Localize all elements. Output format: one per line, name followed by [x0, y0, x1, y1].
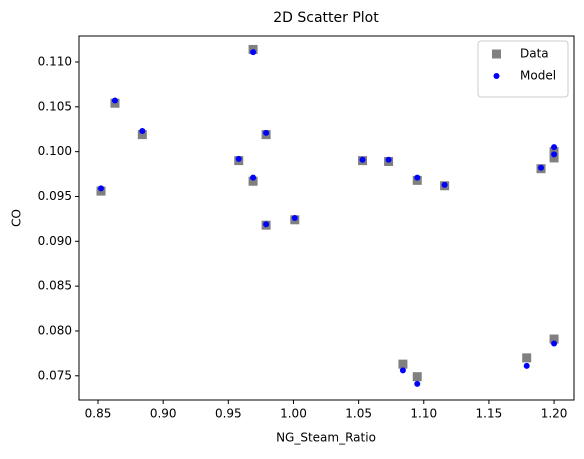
model-point — [235, 155, 242, 162]
model-point — [523, 362, 530, 369]
y-tick-label: 0.110 — [38, 55, 72, 69]
model-point — [551, 340, 558, 347]
x-tick-label: 1.05 — [345, 407, 372, 421]
model-point — [263, 129, 270, 136]
legend-marker — [493, 73, 500, 79]
model-point — [291, 215, 298, 221]
model-point — [263, 221, 270, 228]
data-point — [412, 372, 422, 382]
x-tick-label: 1.10 — [410, 407, 437, 421]
y-tick-label: 0.085 — [38, 279, 72, 293]
model-point — [250, 49, 257, 56]
model-point — [414, 380, 421, 387]
plot-frame — [78, 35, 575, 401]
model-point — [385, 156, 392, 163]
model-point — [538, 164, 545, 171]
model-point — [98, 185, 105, 192]
data-point — [549, 334, 559, 344]
y-tick-label: 0.080 — [38, 323, 72, 337]
x-axis-label: NG_Steam_Ratio — [276, 431, 376, 445]
data-point — [522, 353, 532, 363]
y-tick-label: 0.095 — [38, 189, 72, 203]
x-tick-label: 1.15 — [476, 407, 503, 421]
x-tick-label: 1.00 — [280, 407, 307, 421]
y-tick-label: 0.075 — [38, 368, 72, 382]
data-point — [137, 130, 147, 140]
data-point — [398, 359, 408, 369]
y-tick-label: 0.100 — [38, 144, 72, 158]
x-tick-label: 0.85 — [85, 407, 112, 421]
y-tick-label: 0.090 — [38, 234, 72, 248]
legend-label: Model — [520, 69, 556, 83]
y-axis-label: CO — [10, 209, 24, 227]
x-tick-label: 0.90 — [150, 407, 177, 421]
model-point — [551, 151, 558, 158]
data-point — [248, 176, 258, 186]
data-point — [549, 153, 559, 163]
legend-marker — [492, 49, 501, 59]
legend-label: Data — [520, 47, 549, 61]
model-point — [139, 128, 146, 135]
model-point — [399, 367, 406, 374]
chart-title: 2D Scatter Plot — [273, 10, 379, 26]
model-point — [359, 156, 366, 163]
model-point — [250, 174, 257, 181]
x-tick-label: 0.95 — [215, 407, 242, 421]
model-point — [414, 174, 421, 181]
y-tick-label: 0.105 — [38, 99, 72, 113]
model-point — [111, 97, 118, 104]
model-point — [441, 181, 448, 188]
x-tick-label: 1.20 — [541, 407, 568, 421]
model-point — [551, 144, 558, 151]
